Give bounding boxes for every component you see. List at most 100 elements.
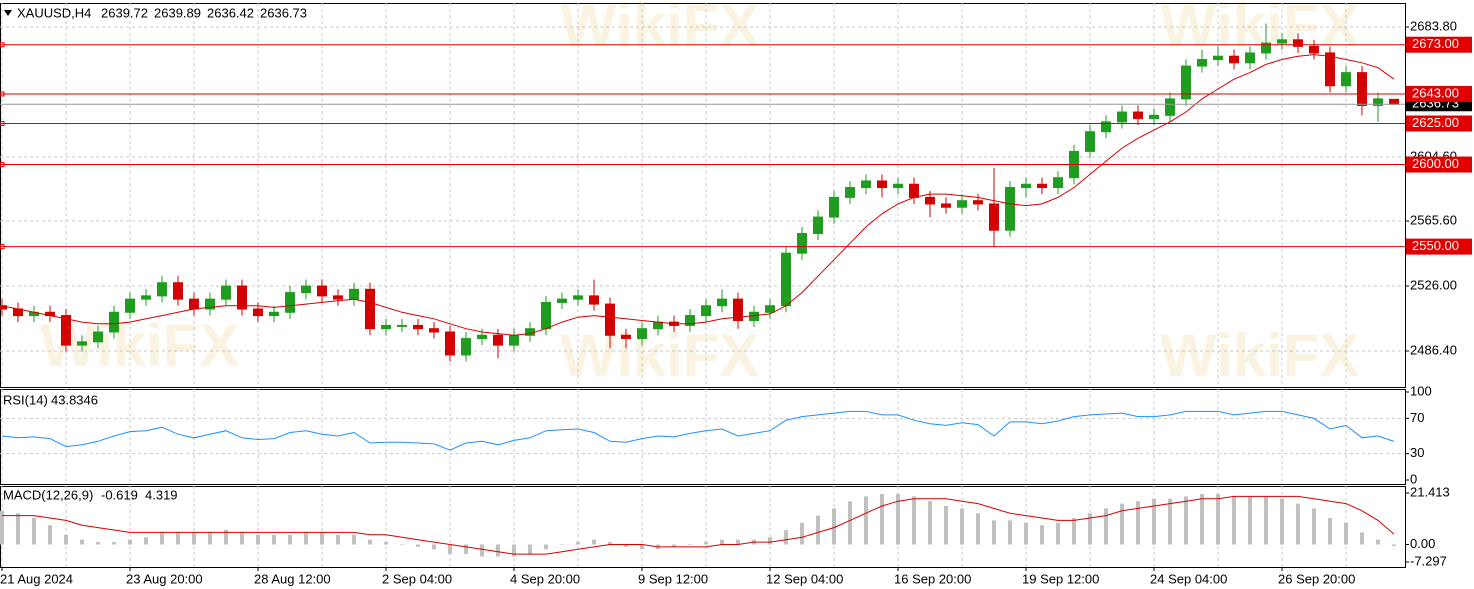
candle-body xyxy=(461,338,471,356)
macd-bar xyxy=(384,542,388,545)
header-open: 2639.72 xyxy=(101,5,148,20)
macd-bar xyxy=(640,544,644,550)
macd-bar xyxy=(816,515,820,545)
level-box xyxy=(1406,85,1472,102)
header-close: 2636.73 xyxy=(260,5,307,20)
candle-body xyxy=(701,305,711,317)
macd-bar xyxy=(288,534,292,545)
candle-body xyxy=(1165,98,1175,116)
watermark: WikiFX xyxy=(560,322,759,389)
macd-bar xyxy=(1184,496,1188,545)
y-tick-label: 2486.40 xyxy=(1410,342,1457,357)
candle-body xyxy=(909,183,919,198)
candle-body xyxy=(621,334,631,340)
macd-bar xyxy=(1248,496,1252,545)
candle-body xyxy=(957,200,967,208)
macd-bar xyxy=(1056,522,1060,545)
macd-bar xyxy=(464,544,468,555)
macd-bar xyxy=(432,544,436,550)
candle-body xyxy=(1101,121,1111,133)
level-marker xyxy=(0,121,5,127)
candle-body xyxy=(1213,55,1223,60)
macd-title: MACD(12,26,9) xyxy=(3,487,93,502)
level-box xyxy=(1406,156,1472,173)
macd-bar xyxy=(128,539,132,545)
x-tick-label: 9 Sep 12:00 xyxy=(638,571,708,586)
candle-body xyxy=(333,295,343,300)
candle-body xyxy=(1325,52,1335,87)
level-label: 2673.00 xyxy=(1412,36,1459,51)
level-box xyxy=(1406,115,1472,132)
macd-bar xyxy=(1008,520,1012,545)
macd-bar xyxy=(576,542,580,545)
candle-body xyxy=(269,311,279,317)
macd-bar xyxy=(832,508,836,545)
candle-body xyxy=(317,285,327,297)
candle-body xyxy=(493,334,503,346)
candle-body xyxy=(1261,42,1271,54)
macd-bar xyxy=(880,493,884,545)
macd-bar xyxy=(1168,498,1172,545)
macd-value: -0.619 xyxy=(101,487,138,502)
macd-bar xyxy=(1232,496,1236,545)
candle-body xyxy=(557,298,567,303)
y-tick-label: 2683.80 xyxy=(1410,18,1457,33)
candle-body xyxy=(653,321,663,330)
candle-body xyxy=(1245,52,1255,64)
candle-body xyxy=(733,298,743,321)
candle-body xyxy=(605,303,615,336)
candle-body xyxy=(237,285,247,310)
candle-body xyxy=(813,216,823,234)
candle-body xyxy=(1357,72,1367,106)
macd-bar xyxy=(800,522,804,545)
x-tick-label: 26 Sep 20:00 xyxy=(1278,571,1355,586)
level-label: 2600.00 xyxy=(1412,156,1459,171)
menu-triangle xyxy=(4,10,12,16)
x-tick-label: 28 Aug 12:00 xyxy=(254,571,331,586)
y-tick-label: 30 xyxy=(1410,445,1424,460)
x-tick-label: 2 Sep 04:00 xyxy=(382,571,452,586)
candle-body xyxy=(685,315,695,326)
macd-bar xyxy=(768,537,772,545)
y-tick-label: 21.413 xyxy=(1410,484,1450,499)
macd-bar xyxy=(368,539,372,545)
candle-body xyxy=(1181,65,1191,100)
macd-bar xyxy=(944,506,948,545)
watermark: WikiFX xyxy=(560,0,759,59)
macd-bar xyxy=(864,496,868,545)
macd-bar xyxy=(1152,498,1156,545)
candle-body xyxy=(1309,45,1319,54)
macd-bar xyxy=(1072,518,1076,545)
candle-body xyxy=(157,282,167,297)
candle-body xyxy=(61,315,71,346)
macd-bar xyxy=(1360,532,1364,545)
pane-frame xyxy=(0,389,1406,485)
candle-body xyxy=(445,331,455,356)
candle-body xyxy=(1021,183,1031,189)
macd-bar xyxy=(672,544,676,547)
candle-body xyxy=(1341,72,1351,87)
x-tick-label: 23 Aug 20:00 xyxy=(126,571,203,586)
macd-bar xyxy=(1024,522,1028,545)
macd-bar xyxy=(1392,544,1396,546)
level-box xyxy=(1406,238,1472,255)
candle-body xyxy=(1373,98,1383,106)
y-tick-label: 2526.00 xyxy=(1410,277,1457,292)
x-tick-label: 12 Sep 04:00 xyxy=(766,571,843,586)
macd-bar xyxy=(336,534,340,545)
macd-bar xyxy=(1328,518,1332,545)
macd-bar xyxy=(224,530,228,545)
x-tick-label: 19 Sep 12:00 xyxy=(1022,571,1099,586)
macd-bar xyxy=(1200,493,1204,545)
candle-body xyxy=(253,308,263,317)
candle-body xyxy=(1389,98,1399,105)
y-tick-label: 0 xyxy=(1410,471,1417,486)
macd-bar xyxy=(544,544,548,550)
macd-bar xyxy=(1104,508,1108,545)
rsi-title: RSI(14) xyxy=(3,392,48,407)
candle-body xyxy=(893,183,903,189)
candle-body xyxy=(637,328,647,340)
candle-body xyxy=(573,295,583,300)
macd-bar xyxy=(992,520,996,545)
